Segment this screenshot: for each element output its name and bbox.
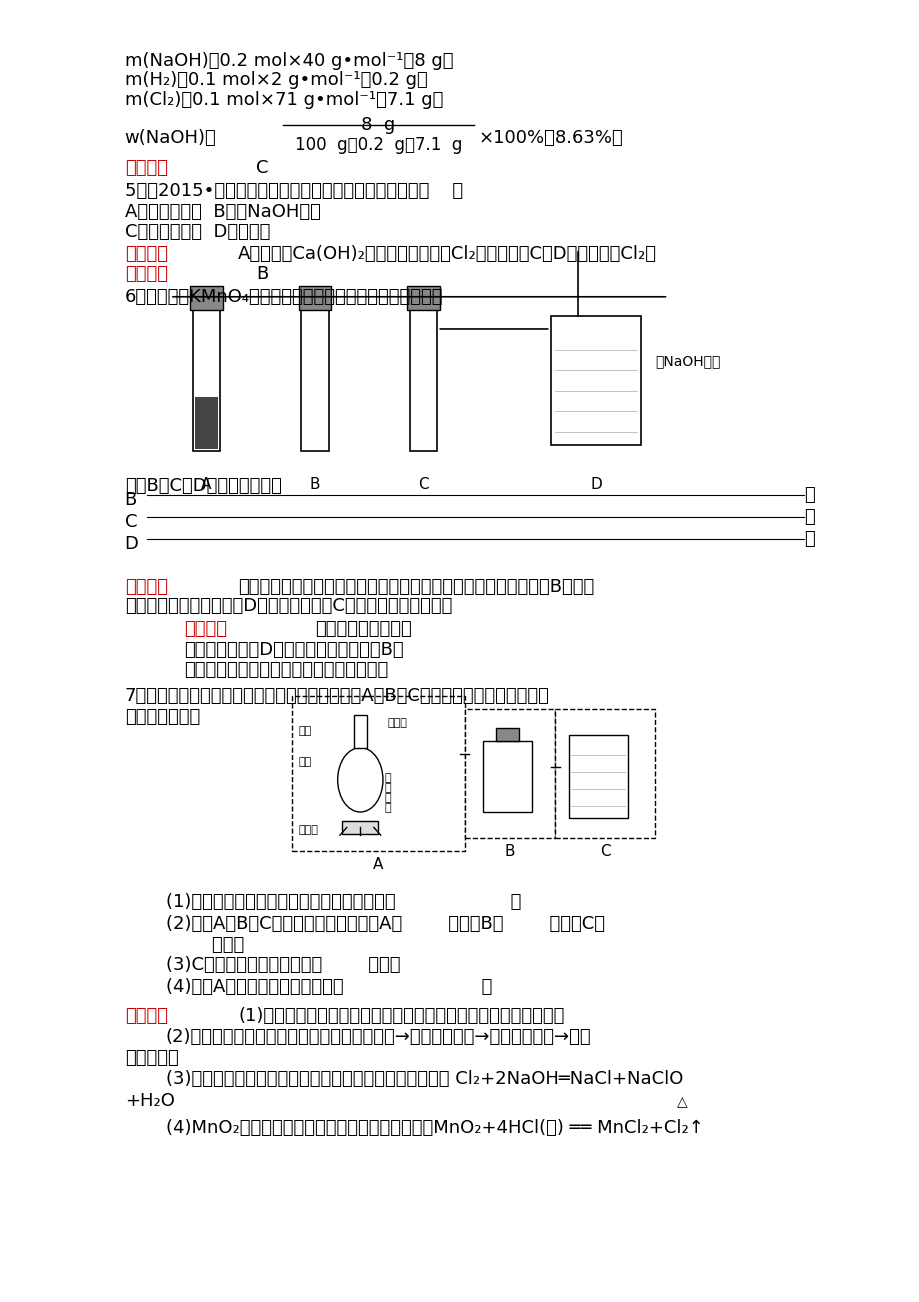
Bar: [407, 286, 439, 310]
Text: 装置B、C、D的作用分别是：: 装置B、C、D的作用分别是：: [125, 477, 281, 495]
Text: ；: ；: [803, 486, 814, 504]
Text: 【解析】: 【解析】: [125, 1006, 167, 1025]
Text: m(H₂)＝0.1 mol×2 g•mol⁻¹＝0.2 g，: m(H₂)＝0.1 mol×2 g•mol⁻¹＝0.2 g，: [125, 72, 427, 90]
Bar: [299, 286, 331, 310]
Text: 【答案】: 【答案】: [184, 620, 226, 638]
Text: C: C: [599, 844, 609, 859]
Text: 【解析】: 【解析】: [125, 245, 167, 263]
Text: (1)该制取氯气的装置有一个错误，请指出错误                    。: (1)该制取氯气的装置有一个错误，请指出错误 。: [165, 893, 520, 911]
Text: D: D: [589, 477, 601, 492]
Text: 集比空气重的氯气，装置D吸收尾气，装置C起到了防倒吸的作用。: 集比空气重的氯气，装置D吸收尾气，装置C起到了防倒吸的作用。: [125, 596, 451, 615]
Text: C: C: [125, 513, 137, 531]
Text: 6．下图是用KMnO₄与浓盐酸反应制取适量氯气的简易装置。: 6．下图是用KMnO₄与浓盐酸反应制取适量氯气的简易装置。: [125, 288, 443, 306]
Text: (3)一般用碱溶液吸收多余的氯气防止污染，其反应原理是 Cl₂+2NaOH═NaCl+NaClO: (3)一般用碱溶液吸收多余的氯气防止污染，其反应原理是 Cl₂+2NaOH═Na…: [165, 1070, 682, 1087]
Text: C．饱和食盐水  D．浓硫酸: C．饱和食盐水 D．浓硫酸: [125, 224, 270, 241]
FancyBboxPatch shape: [568, 734, 627, 819]
Text: 【答案】: 【答案】: [125, 159, 167, 177]
Text: w(NaOH)＝: w(NaOH)＝: [125, 129, 216, 147]
Text: ；: ；: [803, 508, 814, 526]
FancyBboxPatch shape: [554, 710, 654, 837]
Text: ×100%＝8.63%。: ×100%＝8.63%。: [478, 129, 622, 147]
Bar: [194, 397, 218, 449]
Text: 浓盐酸: 浓盐酸: [387, 717, 407, 728]
Text: 铁圈: 铁圈: [299, 756, 312, 767]
Text: 二
氧
化
锰: 二 氧 化 锰: [384, 773, 391, 814]
Text: 安全作用，防止D中的液体倒吸进入试管B中: 安全作用，防止D中的液体倒吸进入试管B中: [184, 641, 403, 659]
Text: 吸收装置。: 吸收装置。: [125, 1049, 178, 1068]
Text: C: C: [418, 477, 428, 492]
Text: 铁夹: 铁夹: [299, 725, 312, 736]
Text: (1)烧瓶底面积比较大，不能用酒精灯直接加热，应该垫上石棉网。: (1)烧瓶底面积比较大，不能用酒精灯直接加热，应该垫上石棉网。: [238, 1006, 563, 1025]
Text: 稀NaOH溶液: 稀NaOH溶液: [654, 354, 720, 368]
Bar: [495, 728, 518, 741]
Text: (2)典型的制气装置分为四部分：气体发生装置→气体净化装置→气体收集装置→尾气: (2)典型的制气装置分为四部分：气体发生装置→气体净化装置→气体收集装置→尾气: [165, 1029, 591, 1047]
Text: 铁架台: 铁架台: [299, 825, 318, 835]
Text: 向上排空气收集氯气: 向上排空气收集氯气: [314, 620, 412, 638]
Text: 8  g: 8 g: [361, 116, 395, 134]
Text: (4)写出A装置中反应的化学方程式                        。: (4)写出A装置中反应的化学方程式 。: [165, 978, 492, 996]
Text: C: C: [255, 159, 268, 177]
Text: (2)说出A、B、C三套基本装置的名称：A是        装置，B是        装置，C是: (2)说出A、B、C三套基本装置的名称：A是 装置，B是 装置，C是: [165, 915, 604, 934]
Text: D: D: [125, 535, 139, 553]
Text: 高锰酸钾具有强氧化性，能将浓盐酸中的氯离子氧化为氯气，装置B用来收: 高锰酸钾具有强氧化性，能将浓盐酸中的氯离子氧化为氯气，装置B用来收: [238, 578, 594, 595]
Text: △: △: [676, 1095, 686, 1109]
Text: m(NaOH)＝0.2 mol×40 g•mol⁻¹＝8 g，: m(NaOH)＝0.2 mol×40 g•mol⁻¹＝8 g，: [125, 52, 453, 70]
Text: A项中由于Ca(OH)₂的浓度较小，吸收Cl₂的能力弱；C、D项均不吸收Cl₂。: A项中由于Ca(OH)₂的浓度较小，吸收Cl₂的能力弱；C、D项均不吸收Cl₂。: [238, 245, 656, 263]
FancyBboxPatch shape: [482, 741, 532, 812]
Text: B: B: [255, 264, 268, 283]
FancyBboxPatch shape: [301, 297, 328, 452]
Text: B: B: [310, 477, 320, 492]
Text: (3)C装置中烧杯内所装液体是        溶液。: (3)C装置中烧杯内所装液体是 溶液。: [165, 956, 400, 974]
FancyBboxPatch shape: [550, 316, 641, 445]
Text: A: A: [201, 477, 211, 492]
Text: 7．实验室用如图所示装置来制取氯气，该装置由A、B、C三个基本装置组合而成，请: 7．实验室用如图所示装置来制取氯气，该装置由A、B、C三个基本装置组合而成，请: [125, 687, 549, 706]
Bar: [189, 286, 222, 310]
Text: A: A: [373, 857, 383, 872]
Text: 5．（2015•西宁高一期末）吸收多余的氯气，最好选用（    ）: 5．（2015•西宁高一期末）吸收多余的氯气，最好选用（ ）: [125, 182, 462, 201]
Text: 回答下列问题：: 回答下列问题：: [125, 708, 199, 725]
Text: 100  g－0.2  g－7.1  g: 100 g－0.2 g－7.1 g: [294, 135, 461, 154]
FancyBboxPatch shape: [410, 297, 437, 452]
Text: 【答案】: 【答案】: [125, 264, 167, 283]
Text: A．澄清石灰水  B．浓NaOH溶液: A．澄清石灰水 B．浓NaOH溶液: [125, 203, 320, 221]
Text: B: B: [125, 491, 137, 509]
Text: +H₂O: +H₂O: [125, 1091, 175, 1109]
FancyBboxPatch shape: [292, 697, 464, 850]
Text: 【解析】: 【解析】: [125, 578, 167, 595]
Text: m(Cl₂)＝0.1 mol×71 g•mol⁻¹＝7.1 g。: m(Cl₂)＝0.1 mol×71 g•mol⁻¹＝7.1 g。: [125, 91, 443, 108]
Text: 吸收尾气，防止氯气扩散到空气中污染环境: 吸收尾气，防止氯气扩散到空气中污染环境: [184, 661, 388, 680]
FancyBboxPatch shape: [192, 297, 220, 452]
FancyBboxPatch shape: [464, 710, 554, 837]
Text: 。: 。: [803, 530, 814, 548]
Text: 装置。: 装置。: [165, 936, 244, 953]
Text: B: B: [504, 844, 515, 859]
Bar: [342, 822, 378, 833]
Text: (4)MnO₂和浓盐酸反应制取氯气的化学方程式为：MnO₂+4HCl(浓) ══ MnCl₂+Cl₂↑: (4)MnO₂和浓盐酸反应制取氯气的化学方程式为：MnO₂+4HCl(浓) ══…: [165, 1118, 703, 1137]
Bar: [354, 715, 367, 747]
